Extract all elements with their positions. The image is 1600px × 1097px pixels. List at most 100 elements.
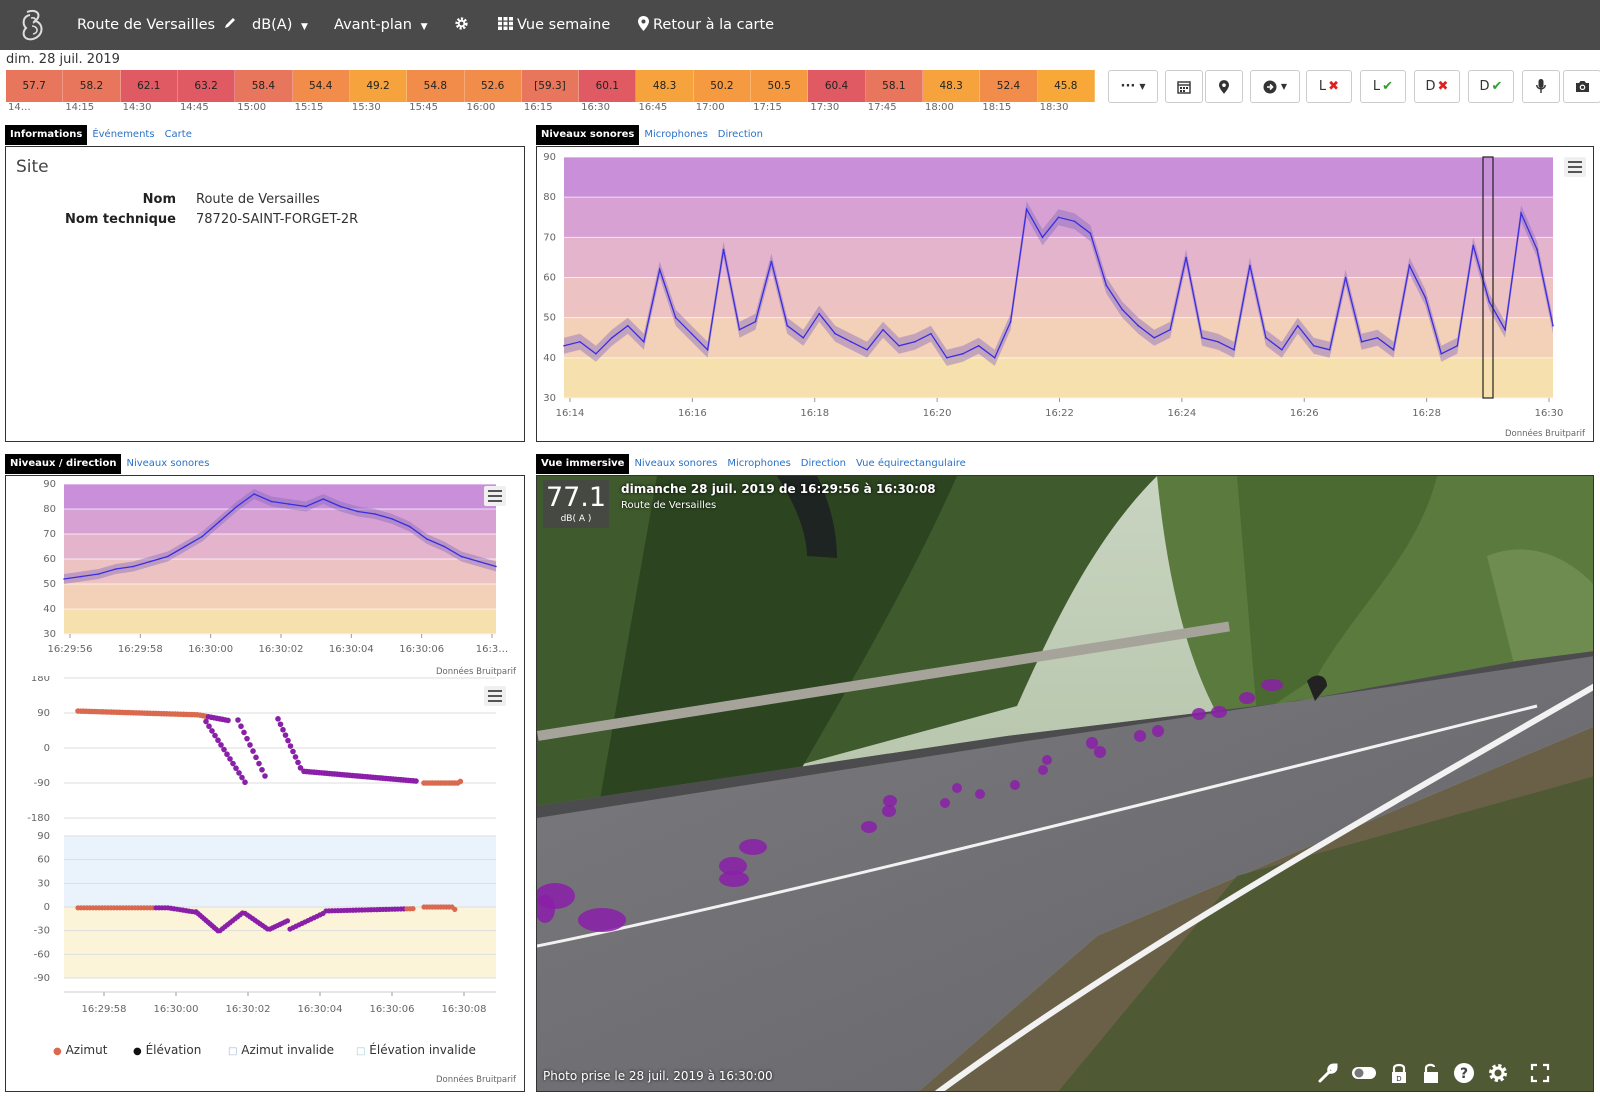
site-name-menu[interactable]: Route de Versailles	[77, 0, 237, 50]
wrench-icon[interactable]	[1317, 1062, 1339, 1084]
period-bar[interactable]: 63.2	[177, 70, 236, 102]
level-point	[563, 344, 565, 347]
period-time-label: 14…	[8, 102, 31, 113]
viewer-controls: D ?	[1317, 1062, 1551, 1086]
svg-text:?: ?	[1460, 1066, 1468, 1082]
period-bar[interactable]: 50.2	[693, 70, 752, 102]
gear-icon[interactable]	[1487, 1062, 1509, 1084]
azimuth-point	[297, 765, 304, 771]
tab-vue-immersive[interactable]: Vue immersive	[536, 454, 630, 474]
location-button[interactable]	[1205, 70, 1243, 103]
tab-niveaux-sonores[interactable]: Niveaux sonores	[126, 458, 210, 469]
date-label: dim. 28 juil. 2019	[6, 52, 120, 67]
l-valid-button[interactable]: L ✔	[1360, 70, 1406, 103]
level-point	[1073, 220, 1076, 223]
tab-microphones[interactable]: Microphones	[727, 458, 791, 469]
period-bar[interactable]: 49.2	[349, 70, 408, 102]
level-point	[1296, 324, 1299, 327]
y-tick-label: 70	[43, 529, 56, 540]
tab-microphones[interactable]: Microphones	[644, 129, 708, 140]
level-point	[236, 505, 238, 508]
y-tick-label: 40	[43, 604, 56, 615]
period-time-label: 16:00	[466, 102, 496, 113]
calendar-button[interactable]	[1165, 70, 1203, 103]
level-point	[132, 565, 134, 568]
direction-tabs: Niveaux / direction Niveaux sonores	[5, 454, 214, 474]
week-view-button[interactable]: Vue semaine	[498, 0, 610, 50]
period-bar[interactable]: 60.1	[579, 70, 637, 102]
legend-azimuth[interactable]: ● Azimut	[53, 1043, 107, 1057]
help-icon[interactable]: ?	[1453, 1062, 1475, 1084]
chart-menu-icon[interactable]	[1564, 157, 1586, 177]
brand-logo[interactable]	[18, 6, 48, 44]
period-bar[interactable]: 48.3	[923, 70, 981, 102]
chart-menu-icon[interactable]	[484, 486, 506, 506]
legend-elevation-invalid[interactable]: □ Élévation invalide	[356, 1043, 476, 1057]
tab-informations[interactable]: Informations	[5, 125, 88, 145]
period-bar[interactable]: 50.5	[751, 70, 809, 102]
level-point	[1121, 308, 1124, 311]
tab-direction[interactable]: Direction	[717, 129, 763, 140]
level-point	[961, 353, 964, 355]
legend-azimuth-invalid[interactable]: □ Azimut invalide	[228, 1043, 334, 1057]
d-valid-button[interactable]: D ✔	[1468, 70, 1514, 103]
data-credit: Données Bruitparif	[1505, 429, 1585, 439]
toggle-icon[interactable]	[1351, 1062, 1377, 1084]
level-point	[322, 498, 325, 500]
navigate-dropdown-button[interactable]: ▼	[1250, 70, 1300, 103]
chart-menu-icon[interactable]	[484, 686, 506, 706]
period-bar[interactable]: 45.8	[1037, 70, 1095, 102]
settings-button[interactable]	[454, 0, 469, 50]
fullscreen-icon[interactable]	[1529, 1062, 1551, 1084]
legend-elevation[interactable]: ● Élévation	[133, 1043, 201, 1057]
tab-niveaux-sonores[interactable]: Niveaux sonores	[634, 458, 718, 469]
period-bar[interactable]: 52.4	[980, 70, 1038, 102]
tab-direction[interactable]: Direction	[800, 458, 846, 469]
period-bar[interactable]: 60.4	[808, 70, 866, 102]
level-point	[408, 525, 411, 528]
camera-button[interactable]	[1563, 70, 1600, 103]
tab-carte[interactable]: Carte	[164, 129, 192, 140]
period-bar[interactable]: 48.3	[636, 70, 694, 102]
grid-icon	[498, 17, 513, 30]
foreground-dropdown[interactable]: Avant-plan ▼	[334, 0, 427, 50]
period-bar[interactable]: 57.7	[6, 70, 64, 102]
elevation-point	[284, 918, 291, 924]
back-to-map-button[interactable]: Retour à la carte	[638, 0, 774, 50]
level-point	[1041, 236, 1044, 239]
period-bar[interactable]: [59.3]	[521, 70, 580, 102]
level-point	[818, 312, 821, 315]
microphone-button[interactable]	[1522, 70, 1560, 103]
level-band	[564, 317, 1553, 339]
period-bar[interactable]: 52.6	[464, 70, 522, 102]
more-options-button[interactable]: ··· ▼	[1108, 70, 1158, 103]
period-bar[interactable]: 54.8	[407, 70, 465, 102]
selection-window[interactable]	[1482, 156, 1494, 399]
tab-evenements[interactable]: Événements	[92, 129, 155, 140]
period-bar[interactable]: 58.4	[235, 70, 293, 102]
level-point	[1360, 340, 1363, 343]
azimuth-point	[457, 778, 464, 785]
d-invalid-button[interactable]: D ✖	[1414, 70, 1460, 103]
period-bar[interactable]: 62.1	[120, 70, 178, 102]
unit-dropdown[interactable]: dB(A) ▼	[252, 0, 308, 50]
tab-niveaux-sonores[interactable]: Niveaux sonores	[536, 125, 640, 145]
level-point	[495, 565, 497, 568]
period-bar[interactable]: 58.1	[865, 70, 923, 102]
level-point	[595, 353, 597, 355]
lock-3d-icon[interactable]: D	[1389, 1062, 1409, 1084]
period-time-label: 16:15	[523, 102, 553, 113]
level-series-line	[63, 493, 497, 580]
period-bar[interactable]: 54.4	[292, 70, 350, 102]
period-bar[interactable]: 58.2	[63, 70, 121, 102]
sound-levels-panel: 90 80 70 60 50 40 30 16:14 16:16 16:18 16:20 16:22 1…	[536, 146, 1594, 442]
y-tick-label: -60	[34, 949, 50, 960]
l-invalid-button[interactable]: L ✖	[1306, 70, 1352, 103]
unlock-icon[interactable]	[1421, 1062, 1441, 1084]
caret-down-icon: ▼	[301, 22, 308, 32]
level-point	[1488, 300, 1490, 303]
tab-niveaux-direction[interactable]: Niveaux / direction	[5, 454, 122, 474]
d-label: D	[1479, 79, 1490, 94]
tab-vue-equirectangulaire[interactable]: Vue équirectangulaire	[855, 458, 966, 469]
panorama-photo[interactable]	[537, 476, 1594, 1092]
